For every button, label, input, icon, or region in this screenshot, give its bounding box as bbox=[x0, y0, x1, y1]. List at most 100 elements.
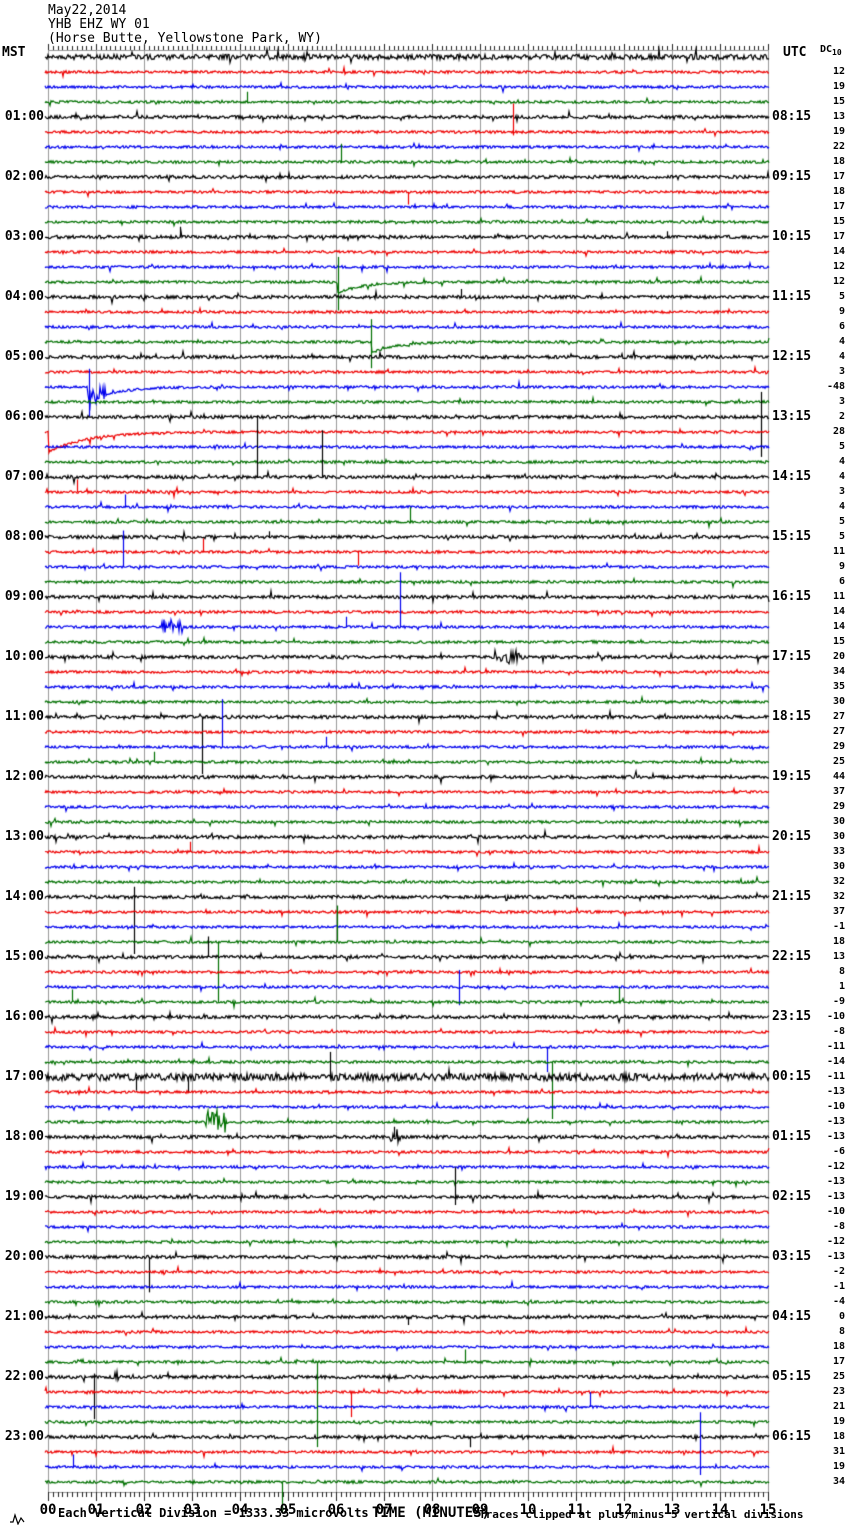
dc-offset-value: 44 bbox=[832, 771, 845, 782]
dc-offset-value: -13 bbox=[826, 1191, 845, 1202]
dc-offset-value: 15 bbox=[832, 96, 845, 107]
utc-hour-label: 00:15 bbox=[772, 1069, 812, 1084]
dc-offset-value: -11 bbox=[826, 1041, 845, 1052]
dc-offset-value: 34 bbox=[832, 1476, 845, 1487]
mst-hour-label: 13:00 bbox=[4, 829, 44, 844]
dc-offset-value: 22 bbox=[832, 141, 845, 152]
mst-hour-label: 07:00 bbox=[4, 469, 44, 484]
dc-offset-value: 18 bbox=[832, 156, 845, 167]
x-axis-title: TIME (MINUTES) bbox=[372, 1505, 491, 1521]
mst-hour-label: 11:00 bbox=[4, 709, 44, 724]
mst-hour-label: 04:00 bbox=[4, 289, 44, 304]
dc-offset-value: -10 bbox=[826, 1101, 845, 1112]
dc-offset-value: 9 bbox=[838, 561, 845, 572]
dc-offset-value: 14 bbox=[832, 621, 845, 632]
dc-offset-value: 30 bbox=[832, 696, 845, 707]
dc-offset-value: -6 bbox=[832, 1146, 845, 1157]
utc-hour-label: 12:15 bbox=[772, 349, 812, 364]
x-axis-tick-label: 13 bbox=[663, 1502, 681, 1518]
microvolt-scale-icon bbox=[10, 1513, 25, 1525]
mst-hour-label: 15:00 bbox=[4, 949, 44, 964]
dc-offset-value: 4 bbox=[838, 471, 845, 482]
dc-offset-value: 27 bbox=[832, 711, 845, 722]
x-axis-tick-label: 10 bbox=[519, 1502, 537, 1518]
station-title: YHB EHZ WY 01 bbox=[48, 17, 150, 32]
dc-offset-value: 37 bbox=[832, 786, 845, 797]
mst-hour-label: 22:00 bbox=[4, 1369, 44, 1384]
dc-offset-value: 31 bbox=[832, 1446, 845, 1457]
utc-hour-label: 13:15 bbox=[772, 409, 812, 424]
mst-hour-label: 19:00 bbox=[4, 1189, 44, 1204]
dc-offset-value: -13 bbox=[826, 1176, 845, 1187]
date-title: May22,2014 bbox=[48, 3, 127, 18]
dc-offset-value: 19 bbox=[832, 1416, 845, 1427]
x-axis-tick-label: 05 bbox=[279, 1502, 297, 1518]
utc-hour-label: 21:15 bbox=[772, 889, 812, 904]
dc-offset-value: 3 bbox=[838, 366, 845, 377]
dc-offset-value: 29 bbox=[832, 801, 845, 812]
dc-offset-value: 30 bbox=[832, 816, 845, 827]
dc-offset-value: 32 bbox=[832, 876, 845, 887]
dc-offset-value: 3 bbox=[838, 396, 845, 407]
x-axis-tick-label: 06 bbox=[327, 1502, 345, 1518]
dc-offset-value: 5 bbox=[838, 441, 845, 452]
utc-hour-label: 17:15 bbox=[772, 649, 812, 664]
dc-offset-value: 19 bbox=[832, 81, 845, 92]
mst-axis-header: MST bbox=[2, 45, 26, 60]
dc-offset-value: 4 bbox=[838, 336, 845, 347]
dc-offset-value: 3 bbox=[838, 486, 845, 497]
x-axis-tick-label: 11 bbox=[567, 1502, 585, 1518]
clip-note: Traces clipped at plus/minus 5 vertical … bbox=[479, 1508, 804, 1521]
dc-offset-value: 18 bbox=[832, 186, 845, 197]
vertical-division-note: Each Vertical Division = 1333.33 microvo… bbox=[58, 1506, 369, 1520]
mst-hour-label: 17:00 bbox=[4, 1069, 44, 1084]
dc-offset-value: -8 bbox=[832, 1221, 845, 1232]
x-axis-tick-label: 15 bbox=[759, 1502, 777, 1518]
dc-offset-value: -11 bbox=[826, 1071, 845, 1082]
dc-offset-value: -10 bbox=[826, 1206, 845, 1217]
dc-offset-value: 4 bbox=[838, 501, 845, 512]
dc-offset-value: 15 bbox=[832, 216, 845, 227]
dc-header-text: DC bbox=[820, 44, 833, 55]
x-axis-tick-label: 12 bbox=[615, 1502, 633, 1518]
dc-offset-value: 32 bbox=[832, 891, 845, 902]
dc-offset-value: 11 bbox=[832, 546, 845, 557]
dc-offset-value: 5 bbox=[838, 516, 845, 527]
dc-offset-value: 8 bbox=[838, 966, 845, 977]
x-axis-tick-label: 03 bbox=[183, 1502, 201, 1518]
mst-hour-label: 03:00 bbox=[4, 229, 44, 244]
dc-offset-value: -4 bbox=[832, 1296, 845, 1307]
dc-offset-value: -1 bbox=[832, 1281, 845, 1292]
dc-offset-value: 23 bbox=[832, 1386, 845, 1397]
dc-offset-value: 19 bbox=[832, 126, 845, 137]
x-axis-tick-label: 01 bbox=[87, 1502, 105, 1518]
utc-hour-label: 08:15 bbox=[772, 109, 812, 124]
dc-offset-value: -1 bbox=[832, 921, 845, 932]
mst-hour-label: 12:00 bbox=[4, 769, 44, 784]
dc-offset-value: 37 bbox=[832, 906, 845, 917]
dc-offset-value: 12 bbox=[832, 276, 845, 287]
dc-offset-value: -10 bbox=[826, 1011, 845, 1022]
mst-hour-label: 05:00 bbox=[4, 349, 44, 364]
dc-offset-value: 17 bbox=[832, 201, 845, 212]
dc-header-subscript: 10 bbox=[832, 48, 842, 57]
dc-offset-value: 20 bbox=[832, 651, 845, 662]
mst-hour-label: 20:00 bbox=[4, 1249, 44, 1264]
utc-hour-label: 02:15 bbox=[772, 1189, 812, 1204]
dc-offset-value: 30 bbox=[832, 861, 845, 872]
dc-offset-value: 6 bbox=[838, 321, 845, 332]
utc-hour-label: 18:15 bbox=[772, 709, 812, 724]
dc-offset-value: 17 bbox=[832, 171, 845, 182]
dc-offset-value: 9 bbox=[838, 306, 845, 317]
dc-offset-value: 21 bbox=[832, 1401, 845, 1412]
dc-offset-value: -2 bbox=[832, 1266, 845, 1277]
mst-hour-label: 09:00 bbox=[4, 589, 44, 604]
dc-offset-value: 25 bbox=[832, 756, 845, 767]
dc-offset-value: 12 bbox=[832, 261, 845, 272]
mst-hour-label: 14:00 bbox=[4, 889, 44, 904]
dc-offset-value: 8 bbox=[838, 1326, 845, 1337]
utc-hour-label: 01:15 bbox=[772, 1129, 812, 1144]
dc-offset-value: 18 bbox=[832, 936, 845, 947]
dc-offset-value: 34 bbox=[832, 666, 845, 677]
